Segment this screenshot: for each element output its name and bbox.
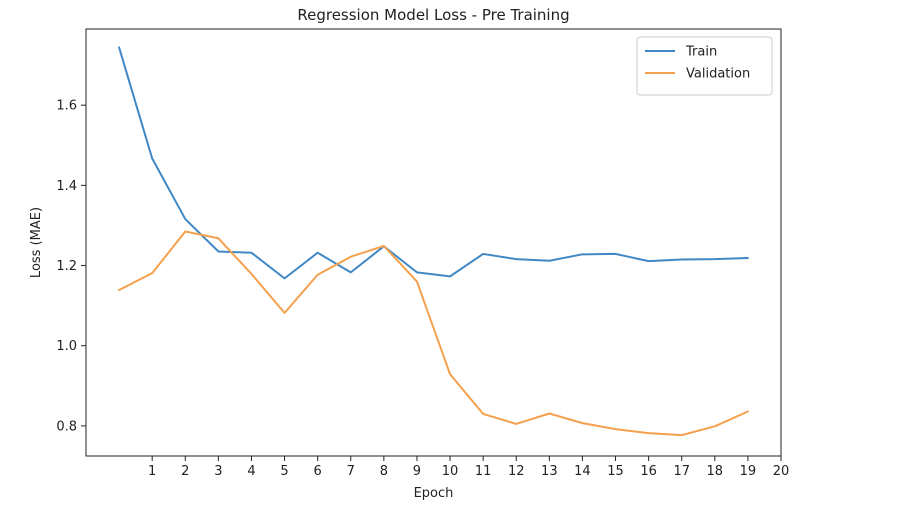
x-tick-label: 1 (148, 464, 156, 479)
legend-label-train: Train (685, 45, 717, 60)
x-tick-label: 17 (673, 464, 690, 479)
x-tick-label: 18 (707, 464, 724, 479)
legend-label-validation: Validation (686, 67, 750, 82)
y-tick-label: 1.2 (56, 259, 77, 274)
y-axis-label: Loss (MAE) (29, 207, 44, 278)
series-lines (118, 46, 749, 437)
x-tick-label: 6 (314, 464, 322, 479)
series-line-train (118, 46, 749, 280)
x-tick-label: 4 (247, 464, 255, 479)
x-tick-label: 15 (607, 464, 624, 479)
x-tick-label: 8 (380, 464, 388, 479)
x-tick-label: 11 (475, 464, 492, 479)
x-tick-label: 2 (181, 464, 189, 479)
y-axis-ticks: 0.8 1.0 1.2 1.4 1.6 (56, 99, 86, 434)
y-tick-label: 1.0 (56, 339, 77, 354)
x-tick-label: 19 (740, 464, 757, 479)
y-tick-label: 1.6 (56, 99, 77, 114)
x-tick-label: 20 (773, 464, 790, 479)
x-tick-label: 7 (347, 464, 355, 479)
x-axis-label: Epoch (414, 486, 454, 501)
x-tick-label: 10 (442, 464, 459, 479)
x-tick-label: 14 (574, 464, 591, 479)
x-tick-label: 5 (280, 464, 288, 479)
x-tick-label: 13 (541, 464, 558, 479)
y-tick-label: 1.4 (56, 179, 77, 194)
x-tick-label: 3 (214, 464, 222, 479)
x-tick-label: 16 (640, 464, 657, 479)
x-axis-ticks: 1 2 3 4 5 6 7 8 9 10 11 12 13 14 15 16 17 18 19 20 (148, 456, 789, 479)
plot-frame (85, 28, 782, 457)
legend: Train Validation (636, 36, 773, 96)
y-tick-label: 0.8 (56, 419, 77, 434)
chart-title: Regression Model Loss - Pre Training (297, 6, 569, 24)
x-tick-label: 9 (413, 464, 421, 479)
series-line-validation (118, 230, 749, 437)
x-tick-label: 12 (508, 464, 525, 479)
